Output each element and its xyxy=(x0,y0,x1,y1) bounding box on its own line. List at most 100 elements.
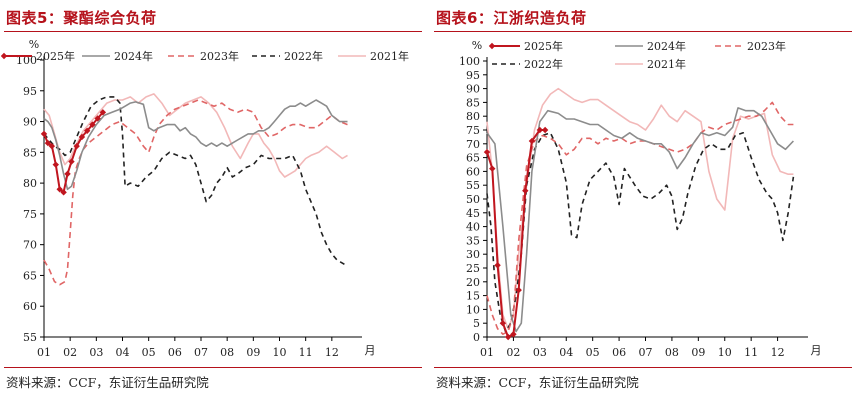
y-tick-label: 70 xyxy=(23,239,37,252)
legend-label: 2021年 xyxy=(647,57,686,71)
series-point xyxy=(94,115,101,122)
y-tick-label: 75 xyxy=(23,208,37,221)
title-rule xyxy=(4,31,422,32)
series-point xyxy=(99,109,107,116)
y-axis-label: % xyxy=(472,39,482,52)
x-tick-label: 11 xyxy=(744,346,758,359)
x-tick-label: 06 xyxy=(168,346,182,359)
source-rule xyxy=(4,367,422,368)
y-tick-label: 85 xyxy=(23,146,37,159)
series-point xyxy=(541,126,549,134)
series-line-2022年 xyxy=(43,96,348,267)
series-point xyxy=(52,161,59,168)
series-point xyxy=(522,187,529,194)
legend-label: 2023年 xyxy=(747,39,786,53)
x-tick-label: 08 xyxy=(665,346,679,359)
y-tick-label: 85 xyxy=(466,96,480,109)
source-note: 资料来源：CCF，东证衍生品研究院 xyxy=(6,375,209,390)
legend-marker xyxy=(0,52,8,60)
legend-label: 2022年 xyxy=(284,49,323,63)
series-line-2023年 xyxy=(43,99,348,286)
y-tick-label: 20 xyxy=(466,276,480,289)
legend-label: 2025年 xyxy=(524,39,563,53)
title-rule xyxy=(434,31,852,32)
y-tick-label: 95 xyxy=(466,69,480,82)
y-tick-label: 0 xyxy=(473,331,480,344)
x-tick-label: 10 xyxy=(718,346,732,359)
legend-item: 2022年 xyxy=(252,49,323,63)
y-tick-label: 55 xyxy=(466,179,480,192)
legend-item: 2023年 xyxy=(168,49,239,63)
x-tick-label: 09 xyxy=(691,346,705,359)
y-tick-label: 100 xyxy=(16,54,37,67)
x-tick-label: 04 xyxy=(116,346,130,359)
series-line-2024年 xyxy=(43,99,348,191)
y-tick-label: 65 xyxy=(23,269,37,282)
series-line-2023年 xyxy=(486,101,794,336)
x-tick-label: 09 xyxy=(246,346,260,359)
y-tick-label: 70 xyxy=(466,138,480,151)
y-tick-label: 80 xyxy=(466,110,480,123)
y-tick-label: 15 xyxy=(466,290,480,303)
series-point xyxy=(44,139,52,147)
series-point xyxy=(73,142,80,150)
figure-left: 图表5：聚酯综合负荷 55 60 65 70 75 80 85 90 95 100% 01 02 03 0… xyxy=(0,9,422,390)
x-tick-label: 05 xyxy=(142,346,156,359)
weaving-load-chart: 0510152025303540455055606570758085909510… xyxy=(459,39,822,359)
x-axis-label: 月 xyxy=(365,344,376,357)
y-tick-label: 25 xyxy=(466,262,480,275)
legend-item: 2025年 xyxy=(488,39,563,53)
series-line-2021年 xyxy=(43,93,348,178)
series-line-2024年 xyxy=(486,107,794,333)
y-tick-label: 45 xyxy=(466,207,480,220)
x-tick-label: 07 xyxy=(639,346,653,359)
legend-item: 2024年 xyxy=(82,49,153,63)
polyester-load-chart: 55 60 65 70 75 80 85 90 95 100% 01 02 03 04 05 06 07 08 09… xyxy=(0,38,409,359)
x-tick-label: 05 xyxy=(586,346,600,359)
y-tick-label: 90 xyxy=(466,83,480,96)
series-point xyxy=(499,320,507,327)
series-point xyxy=(68,158,75,165)
y-tick-label: 60 xyxy=(466,165,480,178)
series-point xyxy=(504,333,512,341)
legend-label: 2022年 xyxy=(524,57,563,71)
legend-item: 2021年 xyxy=(338,49,409,63)
legend-item: 2024年 xyxy=(615,39,686,53)
legend-item: 2022年 xyxy=(492,57,563,71)
y-axis-label: % xyxy=(29,38,39,51)
y-tick-label: 90 xyxy=(23,116,37,129)
series-point xyxy=(56,186,63,193)
figure-right: 图表6：江浙织造负荷 0 5 10 15 20 25 30 35 40 45 50 55 60 65 70 7… xyxy=(430,0,860,400)
x-tick-label: 10 xyxy=(273,346,287,359)
series-point xyxy=(60,189,67,196)
series-point xyxy=(48,142,56,150)
y-tick-label: 75 xyxy=(466,124,480,137)
series-point xyxy=(489,165,496,172)
legend-label: 2024年 xyxy=(114,49,153,63)
series-point xyxy=(494,262,501,269)
series-line-2021年 xyxy=(486,87,794,330)
series-point xyxy=(89,121,96,128)
legend-item: 2023年 xyxy=(715,39,786,53)
legend-label: 2023年 xyxy=(200,49,239,63)
series-line-2025年 xyxy=(486,129,546,338)
y-tick-label: 35 xyxy=(466,234,480,247)
x-tick-label: 12 xyxy=(771,346,785,359)
figure-title: 图表6：江浙织造负荷 xyxy=(436,9,587,27)
source-rule xyxy=(434,367,852,368)
series-point xyxy=(64,170,71,178)
y-tick-label: 30 xyxy=(466,248,480,261)
legend-item: 2025年 xyxy=(0,49,75,63)
x-tick-label: 06 xyxy=(612,346,626,359)
x-tick-label: 01 xyxy=(37,346,51,359)
series-point xyxy=(528,137,536,145)
x-tick-label: 07 xyxy=(194,346,208,359)
x-axis-label: 月 xyxy=(811,344,822,357)
x-tick-label: 03 xyxy=(533,346,547,359)
series-point xyxy=(83,127,91,134)
x-tick-label: 08 xyxy=(220,346,234,359)
x-tick-label: 02 xyxy=(506,346,520,359)
legend-item: 2021年 xyxy=(615,57,686,71)
x-tick-label: 02 xyxy=(63,346,77,359)
y-tick-label: 80 xyxy=(23,177,37,190)
